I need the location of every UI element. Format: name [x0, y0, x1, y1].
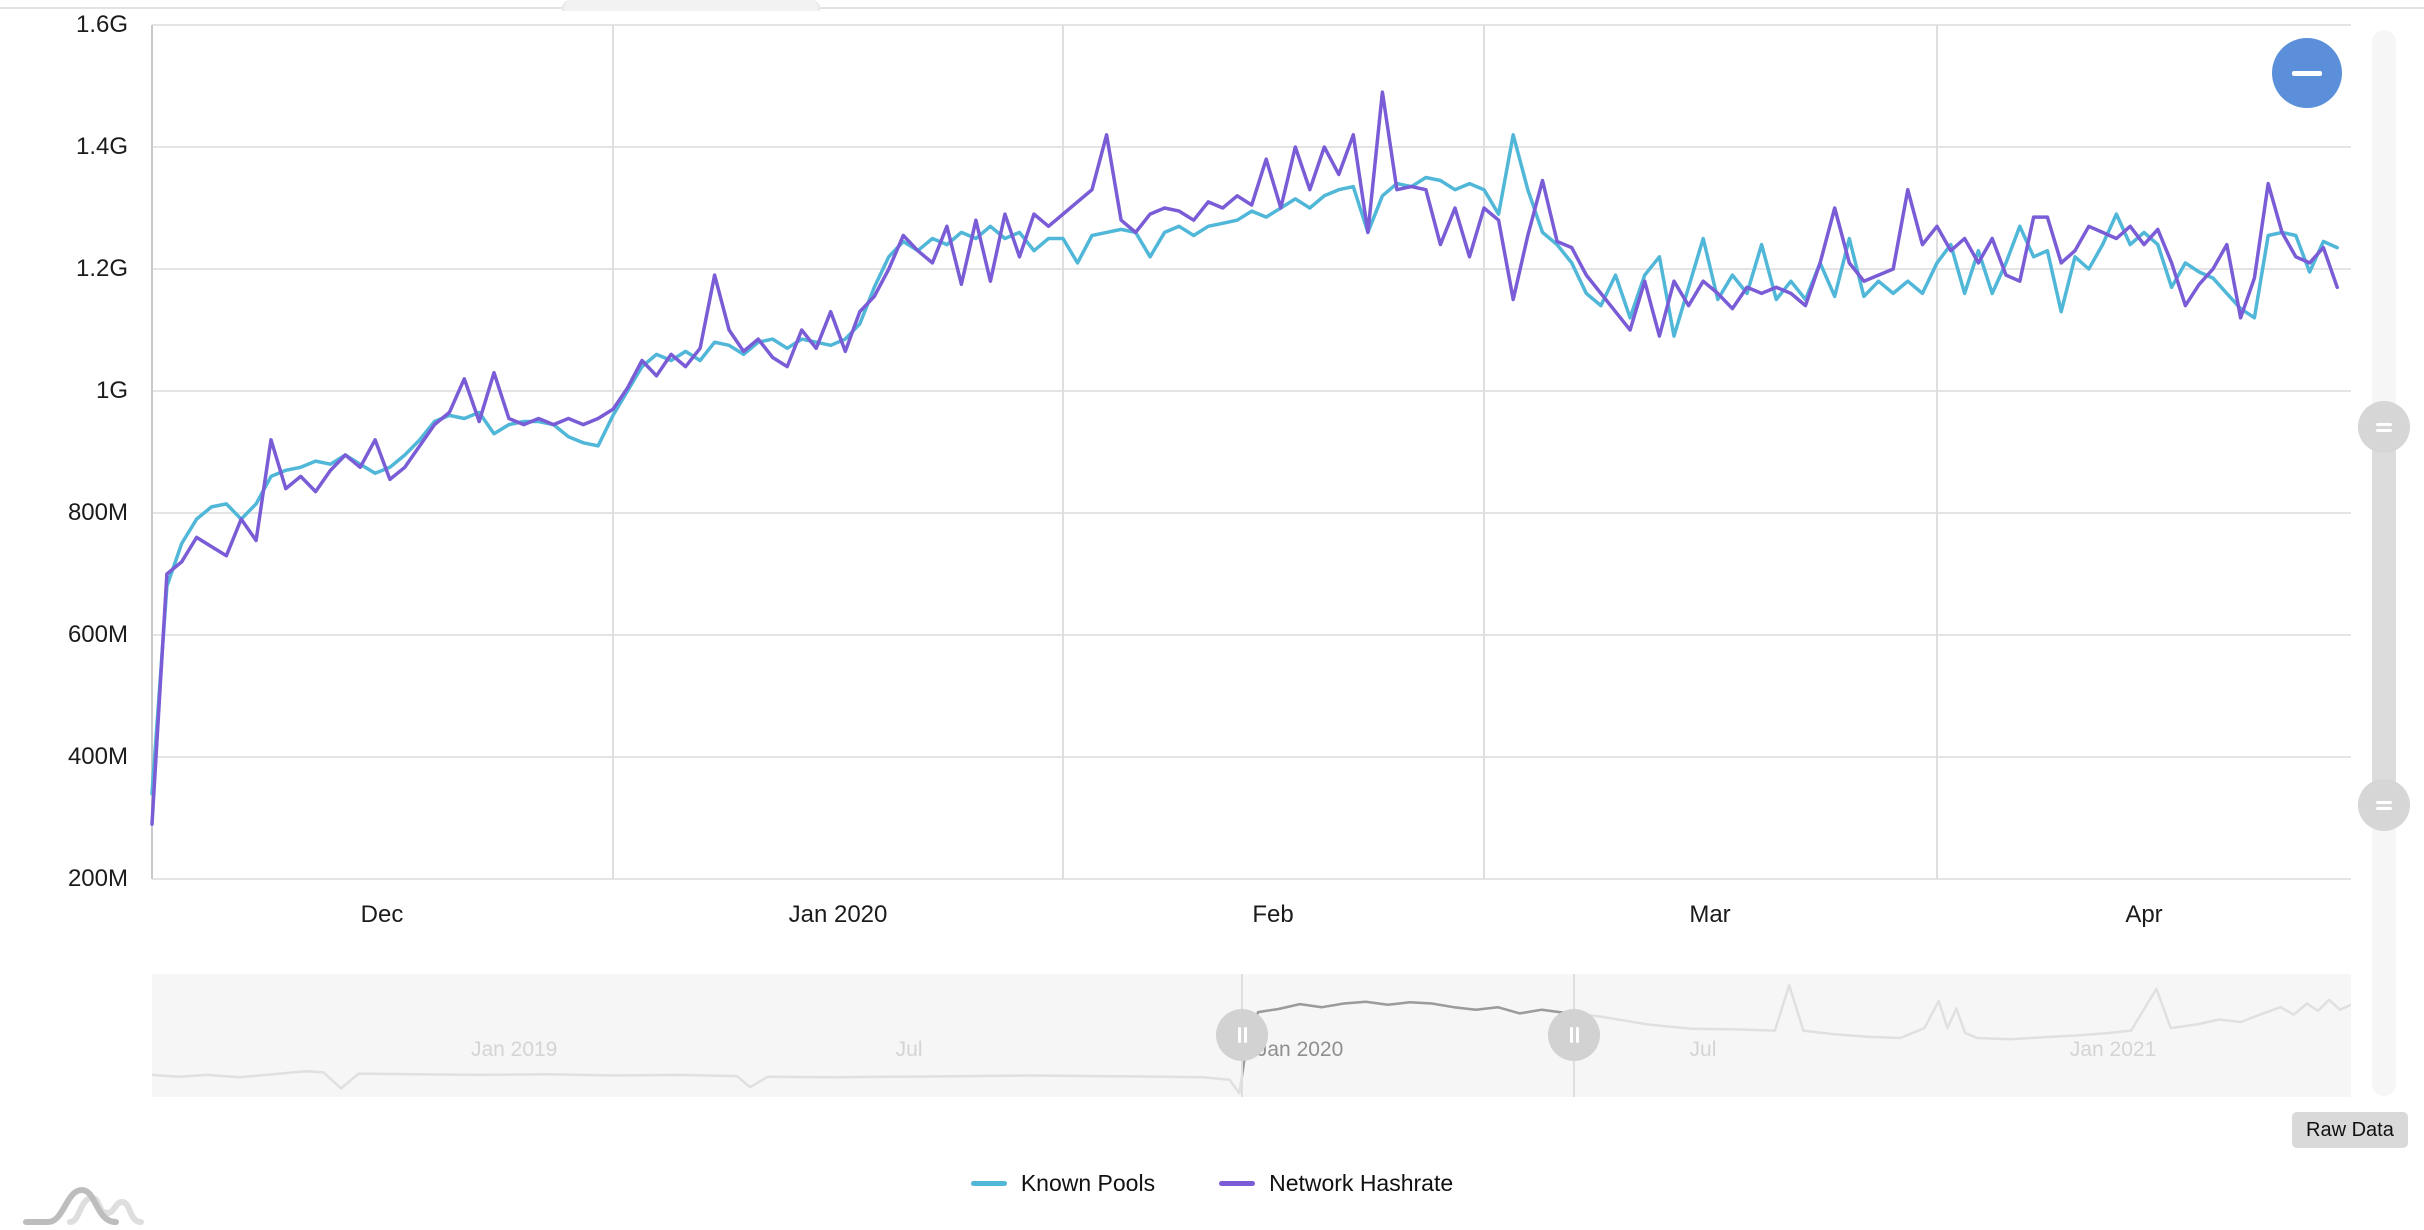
date-range-navigator[interactable]: Jan 2019 Jul Jan 2020 Jul Jan 2021: [152, 974, 2351, 1097]
y-axis-tick-label: 600M: [67, 621, 128, 648]
pause-lines-icon: [1238, 1027, 1242, 1043]
y-axis-tick-label: 400M: [67, 743, 128, 770]
y-axis-tick-label: 1.6G: [75, 11, 128, 38]
tab-bar-right: [820, 0, 2424, 9]
y-axis-tick-label: 800M: [67, 499, 128, 526]
navigator-right-handle[interactable]: [1548, 1009, 1601, 1061]
y-axis-tick-label: 200M: [67, 865, 128, 892]
grip-lines-icon: [2376, 807, 2392, 810]
y-scrollbar-bottom-grip[interactable]: [2358, 779, 2410, 831]
legend-label: Network Hashrate: [1269, 1170, 1454, 1196]
pause-lines-icon: [1576, 1027, 1580, 1043]
y-axis-tick-label: 1.4G: [75, 133, 128, 160]
network-hashrate-swatch-icon: [1219, 1181, 1256, 1186]
grip-lines-icon: [2376, 423, 2392, 426]
grip-lines-icon: [2376, 429, 2392, 432]
x-axis-tick-label: Mar: [1689, 901, 1731, 928]
pause-lines-icon: [1570, 1027, 1574, 1043]
y-axis-tick-label: 1G: [95, 377, 128, 404]
y-scrollbar-top-grip[interactable]: [2358, 401, 2410, 453]
x-axis-tick-label: Jan 2020: [788, 901, 888, 928]
x-axis-tick-label: Dec: [360, 901, 404, 928]
legend-item-network-hashrate[interactable]: Network Hashrate: [1219, 1170, 1453, 1197]
raw-data-button[interactable]: Raw Data: [2292, 1112, 2408, 1148]
x-axis-tick-label: Apr: [2125, 901, 2163, 928]
legend-item-known-pools[interactable]: Known Pools: [970, 1170, 1156, 1197]
navigator-tick-label: Jul: [895, 1038, 923, 1061]
amcharts-logo[interactable]: [22, 1182, 144, 1228]
legend-label: Known Pools: [1020, 1170, 1156, 1196]
tab-bottom-edge[interactable]: [562, 0, 820, 11]
navigator-tick-label: Jan 2021: [2069, 1038, 2157, 1061]
plot-area[interactable]: [0, 0, 2424, 965]
minus-icon: [2292, 71, 2322, 76]
grip-lines-icon: [2376, 801, 2392, 804]
navigator-left-handle[interactable]: [1216, 1009, 1269, 1061]
navigator-tick-label: Jan 2019: [470, 1038, 558, 1061]
y-axis-scrollbar-range[interactable]: [2372, 427, 2396, 805]
navigator-tick-label: Jul: [1689, 1038, 1717, 1061]
legend: Known Pools Network Hashrate: [0, 1170, 2424, 1197]
pause-lines-icon: [1244, 1027, 1248, 1043]
tab-bar-left: [0, 0, 562, 9]
x-axis-tick-label: Feb: [1252, 901, 1294, 928]
navigator-preview: [152, 983, 2351, 1095]
navigator-tick-label: Jan 2020: [1256, 1038, 1344, 1061]
zoom-out-button[interactable]: [2272, 38, 2342, 108]
known-pools-swatch-icon: [970, 1181, 1007, 1186]
y-axis-tick-label: 1.2G: [75, 255, 128, 282]
